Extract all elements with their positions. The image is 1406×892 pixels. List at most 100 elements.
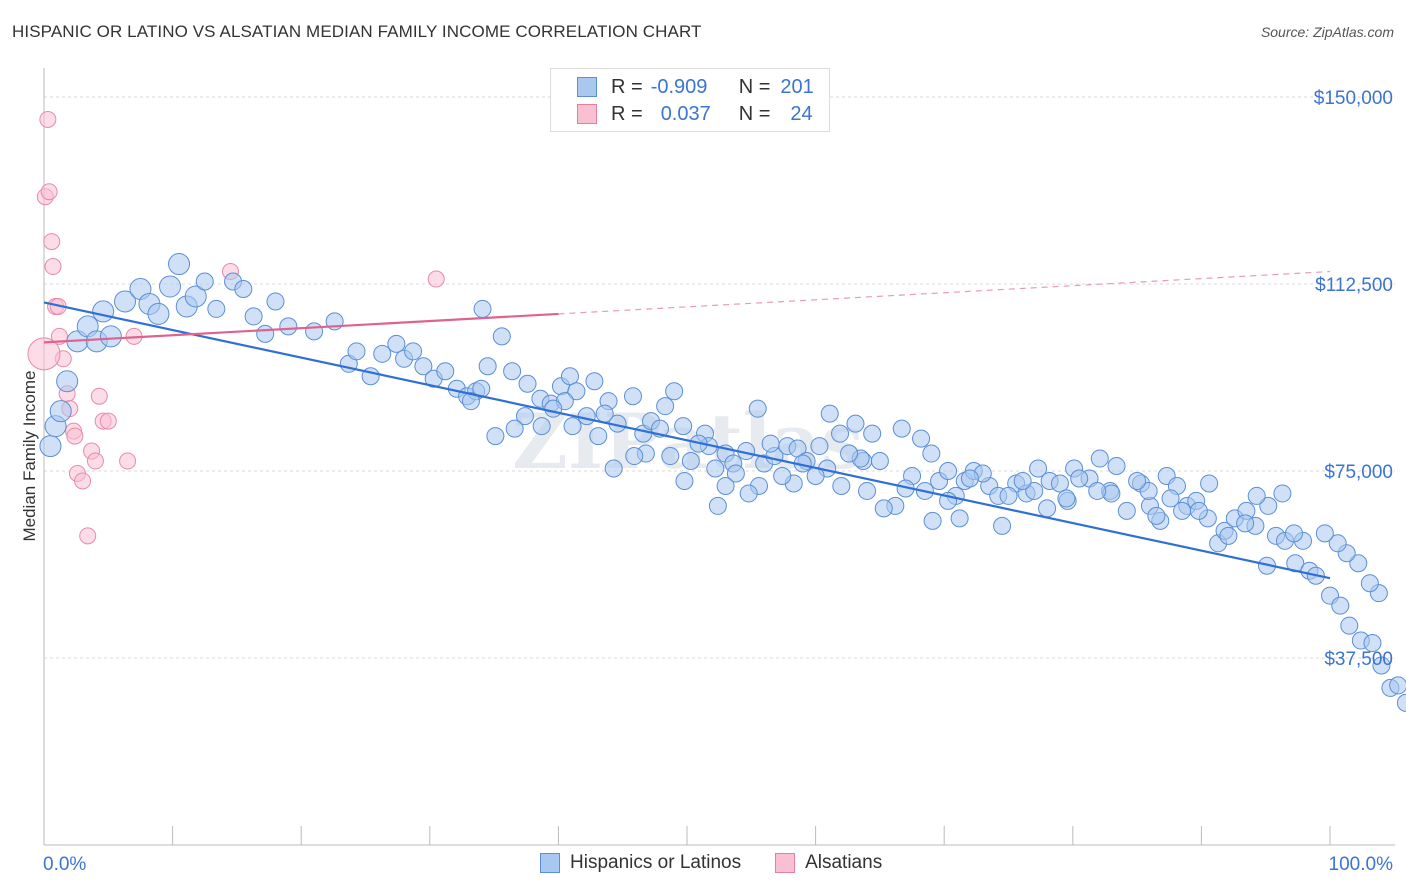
alsatians-point [90, 387, 108, 405]
hispanics-point [665, 382, 684, 401]
alsatians-point [74, 472, 92, 490]
legend-swatch-blue [577, 77, 597, 97]
hispanics-point [1315, 524, 1334, 543]
legend-swatch-pink [775, 853, 796, 873]
hispanics-point [1057, 489, 1076, 508]
hispanics-point [1147, 506, 1166, 525]
y-tick-label-1: $75,000 [1324, 462, 1393, 483]
hispanics-point [912, 429, 931, 448]
hispanics-point [1090, 449, 1109, 468]
hispanics-point [1219, 526, 1238, 545]
hispanics-point [49, 400, 72, 423]
hispanics-point [1273, 484, 1292, 503]
hispanics-point [567, 382, 586, 401]
hispanics-point [1173, 501, 1192, 520]
hispanics-point [577, 407, 596, 426]
y-axis-label: Median Family Income [20, 370, 39, 542]
hispanics-point [950, 509, 969, 528]
n-value: 24 [790, 102, 813, 125]
hispanics-point [858, 481, 877, 500]
hispanics-point [387, 334, 406, 353]
hispanics-point [706, 459, 725, 478]
x-tick-label-0: 0.0% [43, 854, 86, 875]
hispanics-point [960, 469, 979, 488]
alsatians-point [119, 452, 137, 470]
hispanics-point [661, 447, 680, 466]
hispanics-points [39, 253, 1406, 712]
y-tick-label-0: $37,500 [1324, 649, 1393, 670]
hispanics-point [1088, 481, 1107, 500]
source-label: Source: ZipAtlas.com [1260, 24, 1394, 40]
series-legend: Hispanics or Latinos Alsatians [540, 852, 916, 874]
x-tick-label-1: 100.0% [1329, 854, 1394, 875]
hispanics-point [674, 417, 693, 436]
hispanics-point [1070, 469, 1089, 488]
r-value: -0.909 [650, 75, 708, 98]
hispanics-point [305, 322, 324, 341]
hispanics-point [999, 486, 1018, 505]
hispanics-point [820, 404, 839, 423]
hispanics-point [939, 462, 958, 480]
alsatians-point [86, 452, 104, 470]
hispanics-point [195, 272, 214, 291]
hispanics-point [404, 342, 423, 361]
hispanics-point [515, 407, 534, 426]
alsatians-point [44, 258, 62, 276]
hispanics-point [1200, 474, 1219, 493]
hispanics-point [681, 452, 700, 471]
hispanics-point [923, 511, 942, 530]
hispanics-point [207, 299, 226, 318]
hispanics-point [544, 399, 563, 418]
alsatians-point [99, 412, 117, 430]
hispanics-trend-line [43, 301, 1331, 580]
hispanics-point [716, 476, 735, 495]
alsatians-trend-extension [558, 270, 1331, 315]
hispanics-point [1013, 471, 1032, 490]
hispanics-point [589, 427, 608, 446]
hispanics-point [863, 424, 882, 443]
hispanics-point [114, 290, 137, 313]
hispanics-point [1139, 481, 1158, 500]
hispanics-point [1189, 501, 1208, 520]
hispanics-point [279, 317, 298, 336]
hispanics-point [1349, 554, 1368, 573]
hispanics-point [505, 419, 524, 438]
hispanics-point [874, 499, 893, 518]
hispanics-point [518, 374, 537, 393]
legend-item-hispanics: Hispanics or Latinos [540, 852, 741, 874]
alsatians-point [43, 233, 61, 251]
hispanics-point [492, 327, 511, 346]
hispanics-point [846, 414, 865, 433]
hispanics-point [92, 300, 115, 323]
hispanics-point [625, 447, 644, 466]
hispanics-point [1328, 534, 1347, 553]
n-label: N = [738, 102, 771, 125]
hispanics-point [831, 424, 850, 443]
hispanics-point [1029, 459, 1048, 478]
alsatians-point [66, 427, 84, 445]
legend-swatch-blue [540, 853, 560, 873]
hispanics-point [234, 279, 253, 298]
hispanics-point [1247, 486, 1266, 505]
hispanics-point [761, 434, 780, 453]
y-tick-label-3: $150,000 [1314, 88, 1393, 109]
alsatians-point [79, 527, 97, 545]
hispanics-point [478, 357, 497, 376]
hispanics-point [1128, 471, 1147, 490]
hispanics-point [486, 427, 505, 446]
hispanics-point [39, 435, 62, 458]
hispanics-point [922, 444, 941, 463]
hispanics-point [56, 370, 79, 393]
hispanics-point [656, 397, 675, 416]
y-tick-label-2: $112,500 [1315, 275, 1393, 296]
hispanics-point [993, 516, 1012, 535]
hispanics-point [1161, 489, 1180, 508]
hispanics-point [840, 444, 859, 463]
alsatians-point [427, 270, 445, 288]
hispanics-point [892, 419, 911, 438]
hispanics-point [1236, 514, 1255, 533]
hispanics-point [1050, 474, 1069, 493]
hispanics-point [1038, 499, 1057, 518]
hispanics-point [726, 464, 745, 483]
hispanics-point [1396, 693, 1406, 712]
